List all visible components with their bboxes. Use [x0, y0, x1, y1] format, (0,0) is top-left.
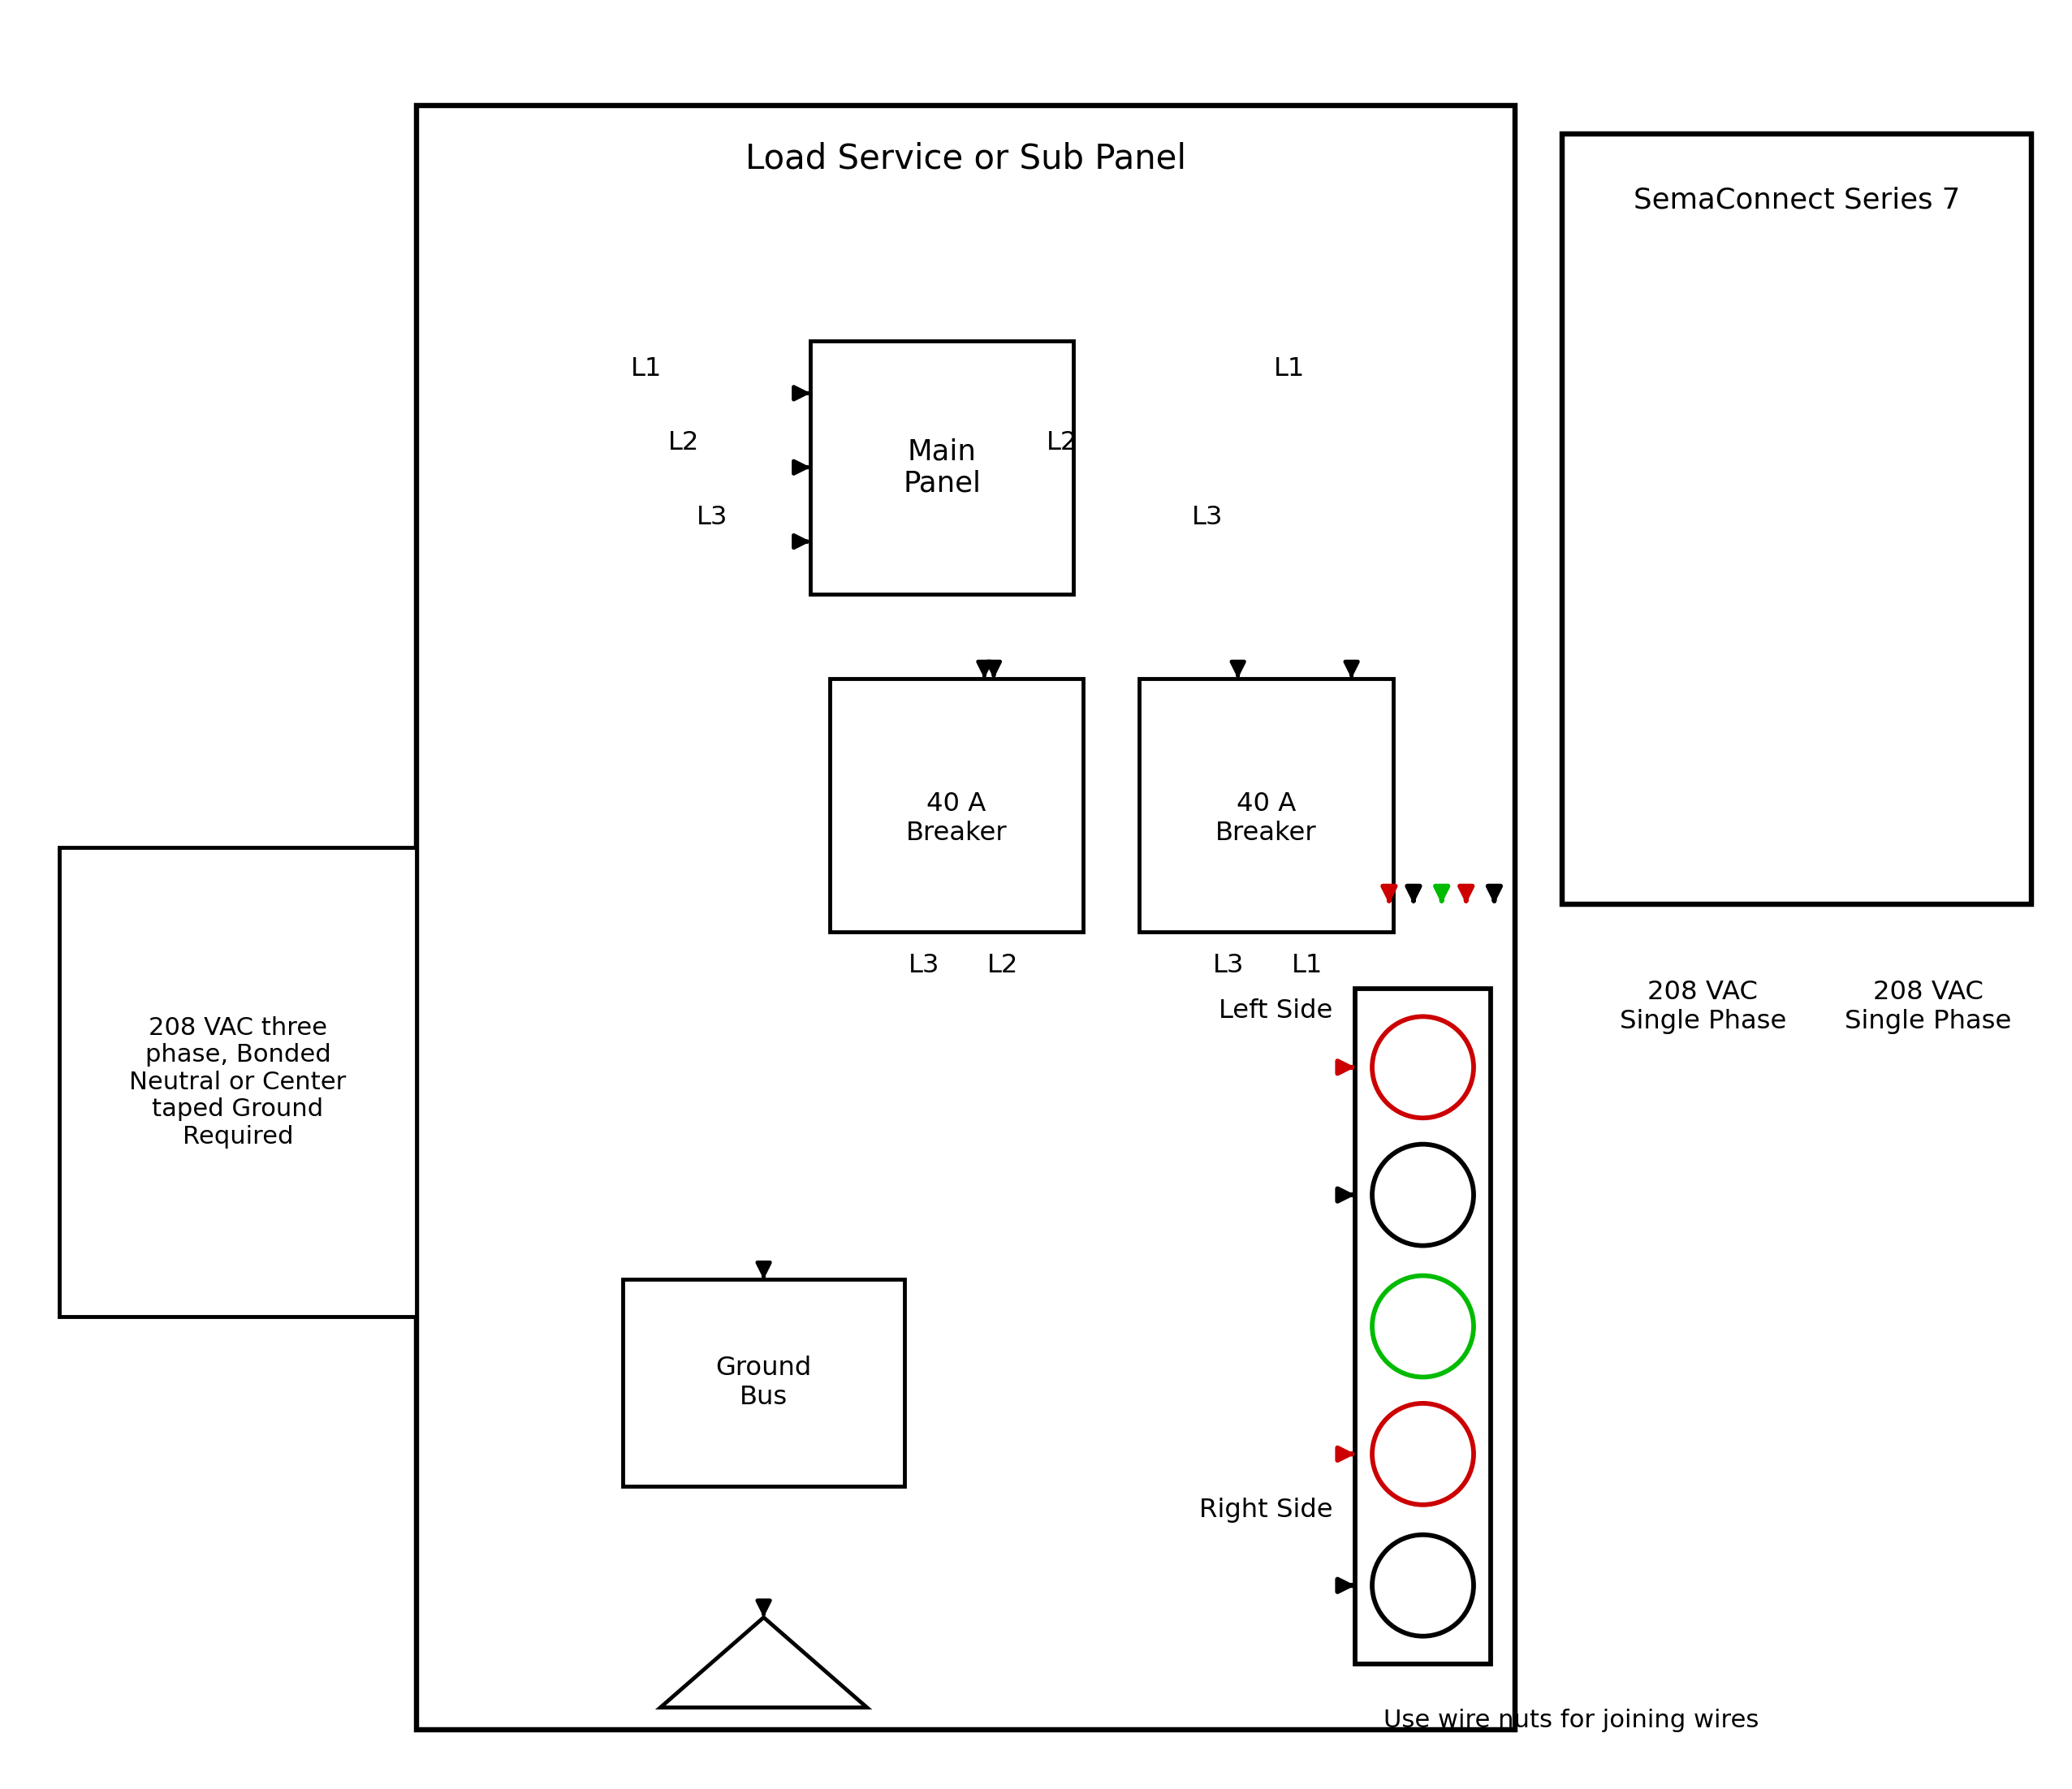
Text: 208 VAC
Single Phase: 208 VAC Single Phase	[1620, 980, 1786, 1034]
Text: 208 VAC three
phase, Bonded
Neutral or Center
taped Ground
Required: 208 VAC three phase, Bonded Neutral or C…	[128, 1016, 346, 1149]
Text: L3: L3	[910, 954, 941, 979]
Text: 208 VAC
Single Phase: 208 VAC Single Phase	[1844, 980, 2012, 1034]
Circle shape	[1372, 1145, 1473, 1245]
Text: L2: L2	[669, 431, 700, 456]
Text: 40 A
Breaker: 40 A Breaker	[905, 791, 1007, 846]
Text: L2: L2	[988, 954, 1019, 979]
Text: Left Side: Left Side	[1218, 998, 1332, 1023]
Bar	[624, 1279, 905, 1487]
Bar	[416, 106, 1515, 1730]
Text: SemaConnect Series 7: SemaConnect Series 7	[1633, 186, 1960, 213]
Text: Ground
Bus: Ground Bus	[715, 1356, 812, 1410]
Text: L1: L1	[1291, 954, 1322, 979]
Text: L2: L2	[1046, 431, 1077, 456]
Polygon shape	[661, 1617, 866, 1707]
Text: L1: L1	[1274, 356, 1305, 381]
Text: Main
Panel: Main Panel	[903, 438, 980, 497]
Text: Right Side: Right Side	[1200, 1497, 1332, 1522]
Text: L3: L3	[696, 504, 727, 530]
Circle shape	[1372, 1535, 1473, 1637]
Text: L3: L3	[1191, 504, 1222, 530]
Bar	[829, 678, 1084, 932]
Bar	[60, 848, 416, 1317]
Circle shape	[1372, 1276, 1473, 1378]
Bar	[1562, 134, 2031, 903]
Bar	[1355, 988, 1490, 1664]
Text: 40 A
Breaker: 40 A Breaker	[1216, 791, 1316, 846]
Bar	[810, 340, 1073, 594]
Text: L3: L3	[1212, 954, 1243, 979]
Circle shape	[1372, 1016, 1473, 1118]
Text: Use wire nuts for joining wires: Use wire nuts for joining wires	[1384, 1708, 1759, 1732]
Bar	[1140, 678, 1392, 932]
Text: Load Service or Sub Panel: Load Service or Sub Panel	[746, 141, 1185, 175]
Text: L1: L1	[630, 356, 661, 381]
Circle shape	[1372, 1403, 1473, 1505]
